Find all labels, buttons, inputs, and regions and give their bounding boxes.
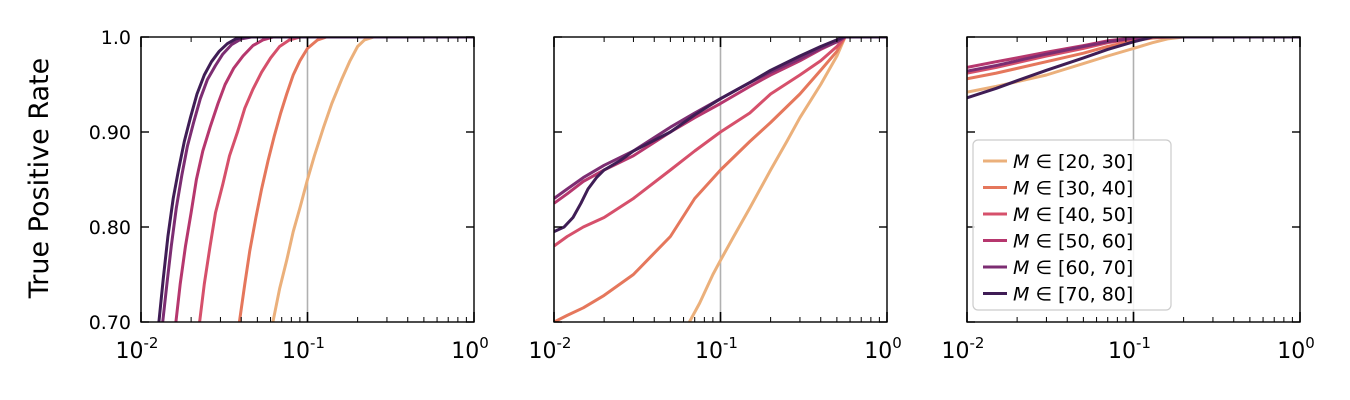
x-tick-label: 100 — [1277, 334, 1315, 364]
y-tick-label: 0.90 — [89, 122, 131, 144]
series-line-2 — [237, 37, 474, 322]
x-tick-label: 100 — [451, 334, 489, 364]
legend-label: M ∈ [30, 40] — [1013, 178, 1133, 200]
series-line-6 — [554, 37, 887, 234]
x-tick-label: 10-1 — [1108, 334, 1151, 364]
x-tick-label: 100 — [864, 334, 902, 364]
y-tick-label: 1.0 — [101, 27, 131, 49]
legend-label: M ∈ [60, 70] — [1013, 257, 1133, 279]
x-tick-label: 10-2 — [942, 334, 985, 364]
series-line-1 — [688, 37, 887, 322]
series-line-1 — [271, 37, 474, 322]
legend-label: M ∈ [50, 60] — [1013, 231, 1133, 253]
series-line-2 — [554, 37, 887, 322]
x-tick-label: 10-1 — [282, 334, 325, 364]
y-tick-label: 0.70 — [89, 312, 131, 334]
series-line-6 — [967, 37, 1300, 100]
series-line-4 — [174, 37, 474, 322]
y-tick-label: 0.80 — [89, 217, 131, 239]
panel-2: 10-2 10-1 100 — [529, 36, 902, 364]
legend-label: M ∈ [40, 50] — [1013, 204, 1133, 226]
series-line-6 — [157, 37, 474, 322]
x-tick-label: 10-1 — [695, 334, 738, 364]
x-tick-label: 10-2 — [116, 334, 159, 364]
series-line-3 — [198, 37, 474, 322]
series-line-5 — [161, 37, 474, 322]
x-tick-label: 10-2 — [529, 334, 572, 364]
legend-box — [972, 139, 1172, 311]
panel-1: 10-2 10-1 100 1.0 0.90 0.80 0.70 — [89, 27, 489, 364]
legend-label: M ∈ [20, 30] — [1013, 151, 1133, 173]
legend-label: M ∈ [70, 80] — [1013, 284, 1133, 306]
series-line-3 — [554, 37, 887, 248]
y-axis-label: True Positive Rate — [24, 58, 55, 300]
legend: M ∈ [20, 30] M ∈ [30, 40] M ∈ [40, 50] M ∈ … — [972, 139, 1172, 311]
